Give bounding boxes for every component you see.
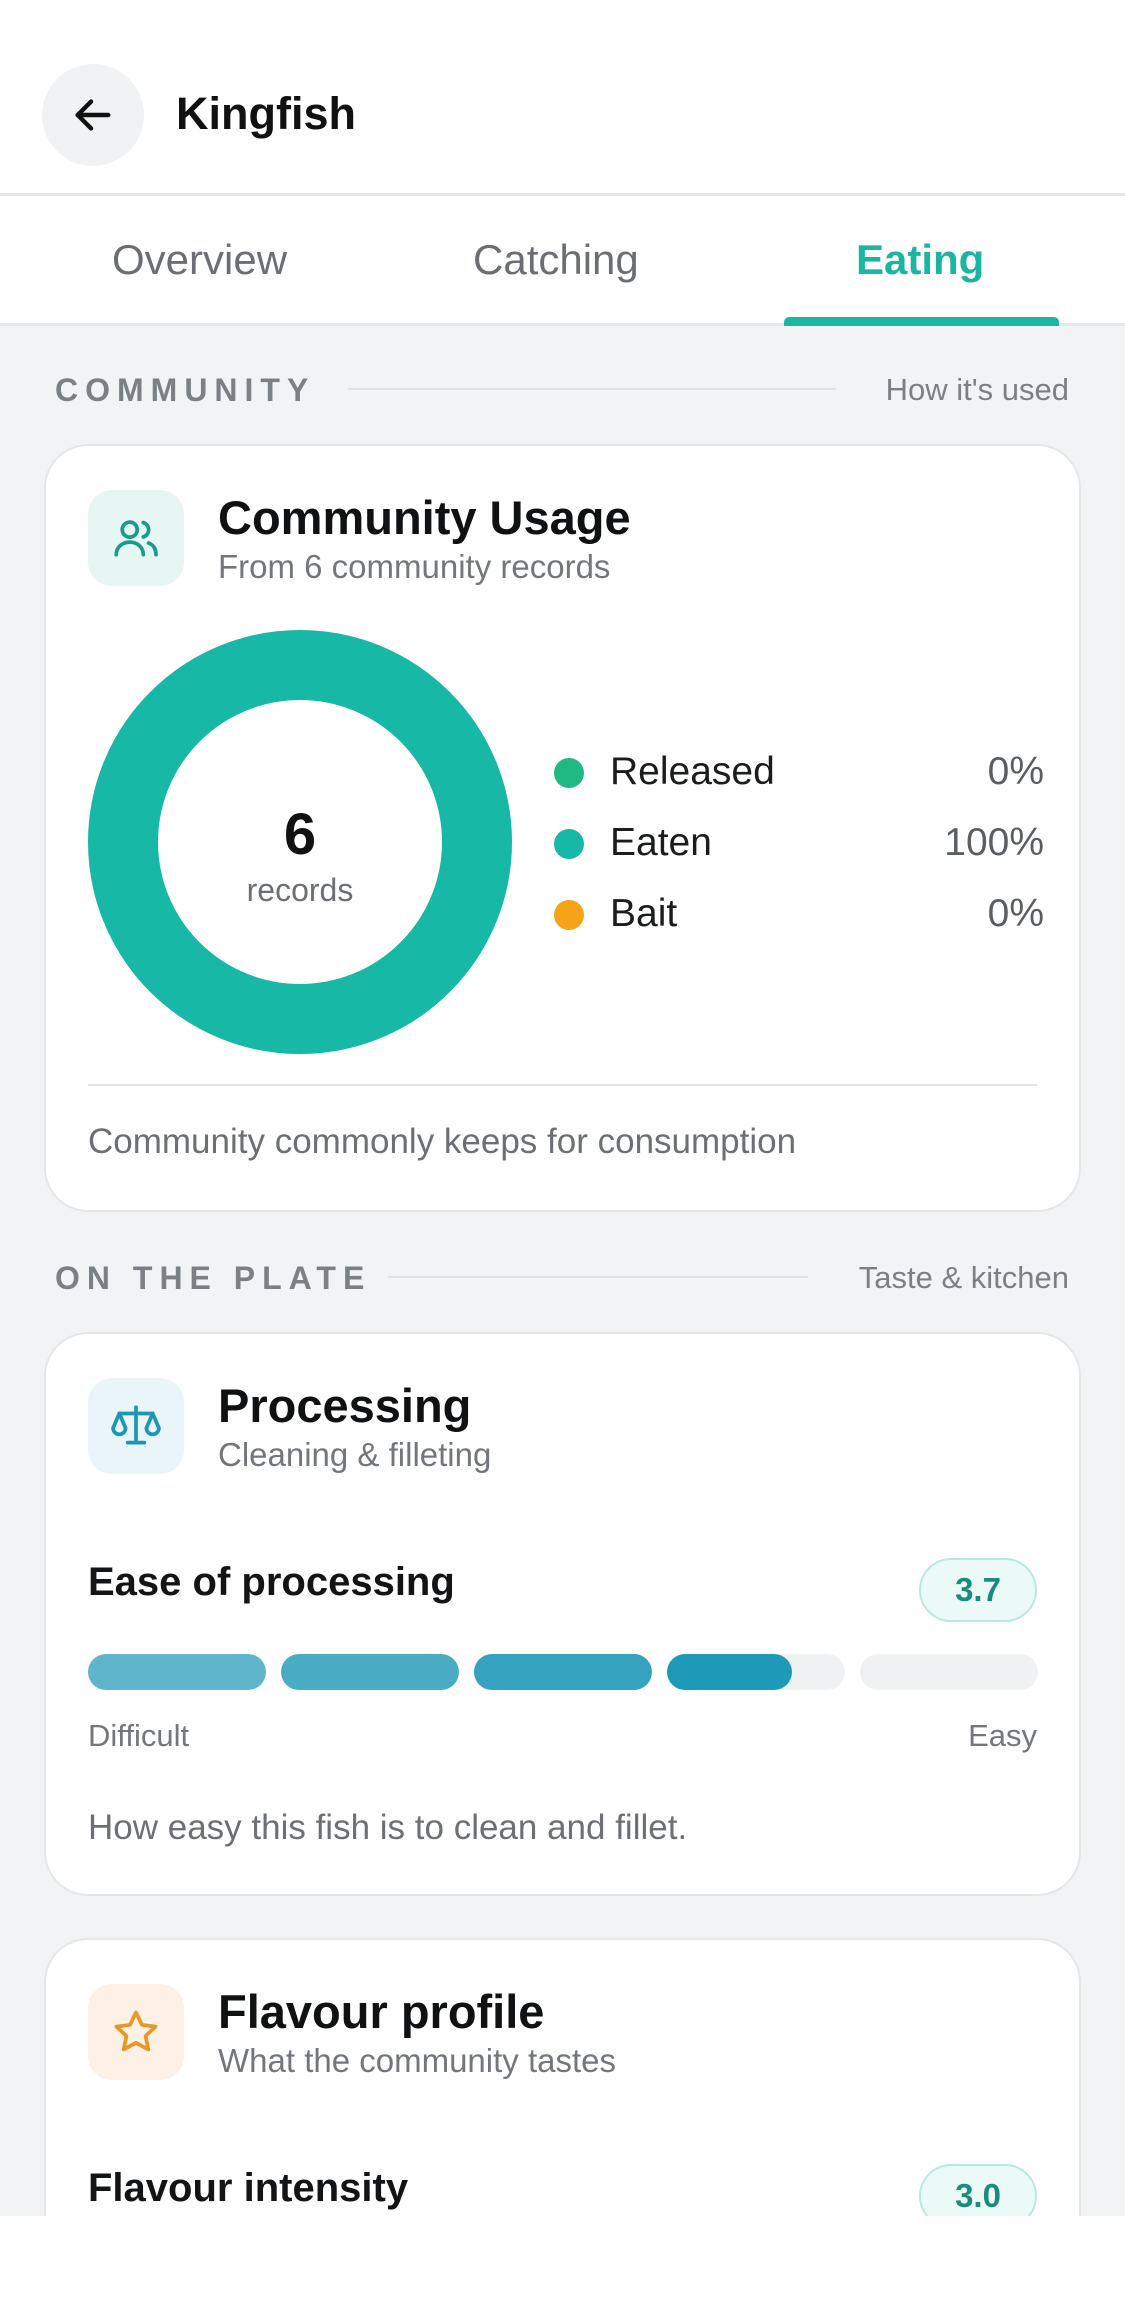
- score-badge: 3.0: [919, 2164, 1037, 2216]
- users-icon: [114, 520, 158, 557]
- card-title: Flavour profile: [218, 1985, 545, 2038]
- legend-item-bait: Bait 0%: [554, 888, 1044, 938]
- usage-note: Community commonly keeps for consumption: [88, 1122, 797, 1161]
- donut-center-unit: records: [246, 872, 354, 908]
- rating-segment-3: [474, 1654, 652, 1690]
- community-icon-badge: [88, 490, 184, 586]
- legend-label: Bait: [610, 892, 678, 935]
- legend-dot: [554, 829, 584, 859]
- section-divider: [388, 1276, 808, 1278]
- rating-segment-fill: [474, 1654, 652, 1690]
- app-header: Kingfish: [0, 0, 1125, 196]
- scale-low-label: Difficult: [88, 1718, 190, 1753]
- card-subtitle: What the community tastes: [218, 2042, 616, 2079]
- legend-label: Released: [610, 750, 775, 793]
- rating-segment-fill: [281, 1654, 459, 1690]
- page-title: Kingfish: [176, 88, 356, 139]
- flavour-icon-badge: [88, 1984, 184, 2080]
- section-label-on-the-plate: ON THE PLATE: [55, 1260, 372, 1296]
- rating-segment-2: [281, 1654, 459, 1690]
- legend-item-eaten: Eaten 100%: [554, 817, 1044, 867]
- processing-icon-badge: [88, 1378, 184, 1474]
- legend-percent: 0%: [987, 750, 1044, 793]
- usage-donut-chart: [88, 630, 512, 1054]
- tab-catching[interactable]: Catching: [473, 236, 639, 283]
- card-subtitle: From 6 community records: [218, 548, 611, 585]
- card-divider: [88, 1084, 1037, 1086]
- star-icon: [114, 2010, 158, 2052]
- rating-segment-4: [667, 1654, 845, 1690]
- flavour-card: Flavour profile What the community taste…: [44, 1938, 1081, 2216]
- rating-segment-fill: [667, 1654, 792, 1690]
- score-badge: 3.7: [919, 1558, 1037, 1622]
- rating-segment-fill: [88, 1654, 266, 1690]
- tab-eating[interactable]: Eating: [856, 236, 985, 283]
- legend-percent: 100%: [944, 821, 1044, 864]
- metric-label: Ease of processing: [88, 1560, 455, 1604]
- tab-bar: Overview Catching Eating: [0, 196, 1125, 326]
- content-area[interactable]: COMMUNITY How it's used Community Usage …: [0, 326, 1125, 2216]
- card-subtitle: Cleaning & filleting: [218, 1436, 492, 1473]
- legend-dot: [554, 758, 584, 788]
- back-button[interactable]: [42, 64, 144, 166]
- rating-segment-1: [88, 1654, 266, 1690]
- donut-slice-eaten: [88, 630, 512, 1054]
- section-aside-plate: Taste & kitchen: [858, 1260, 1069, 1295]
- legend-dot: [554, 900, 584, 930]
- section-label-community: COMMUNITY: [55, 372, 316, 408]
- legend-percent: 0%: [987, 892, 1044, 935]
- processing-card: Processing Cleaning & filleting Ease of …: [44, 1332, 1081, 1896]
- section-divider: [348, 388, 836, 390]
- card-title: Processing: [218, 1379, 472, 1432]
- scale-high-label: Easy: [968, 1718, 1037, 1753]
- metric-label: Flavour intensity: [88, 2166, 409, 2210]
- legend-item-released: Released 0%: [554, 746, 1044, 796]
- rating-segment-5: [860, 1654, 1038, 1690]
- legend-label: Eaten: [610, 821, 712, 864]
- scale-icon: [111, 1405, 161, 1445]
- donut-center-value: 6: [283, 802, 317, 867]
- tab-overview[interactable]: Overview: [112, 236, 288, 283]
- card-title: Community Usage: [218, 491, 631, 544]
- processing-note: How easy this fish is to clean and fille…: [88, 1808, 688, 1847]
- section-aside-community: How it's used: [885, 372, 1069, 407]
- arrow-left-icon: [75, 99, 111, 131]
- active-tab-indicator: [784, 317, 1059, 326]
- community-usage-card: Community Usage From 6 community records…: [44, 444, 1081, 1212]
- bottom-safe-area: [0, 2216, 1125, 2317]
